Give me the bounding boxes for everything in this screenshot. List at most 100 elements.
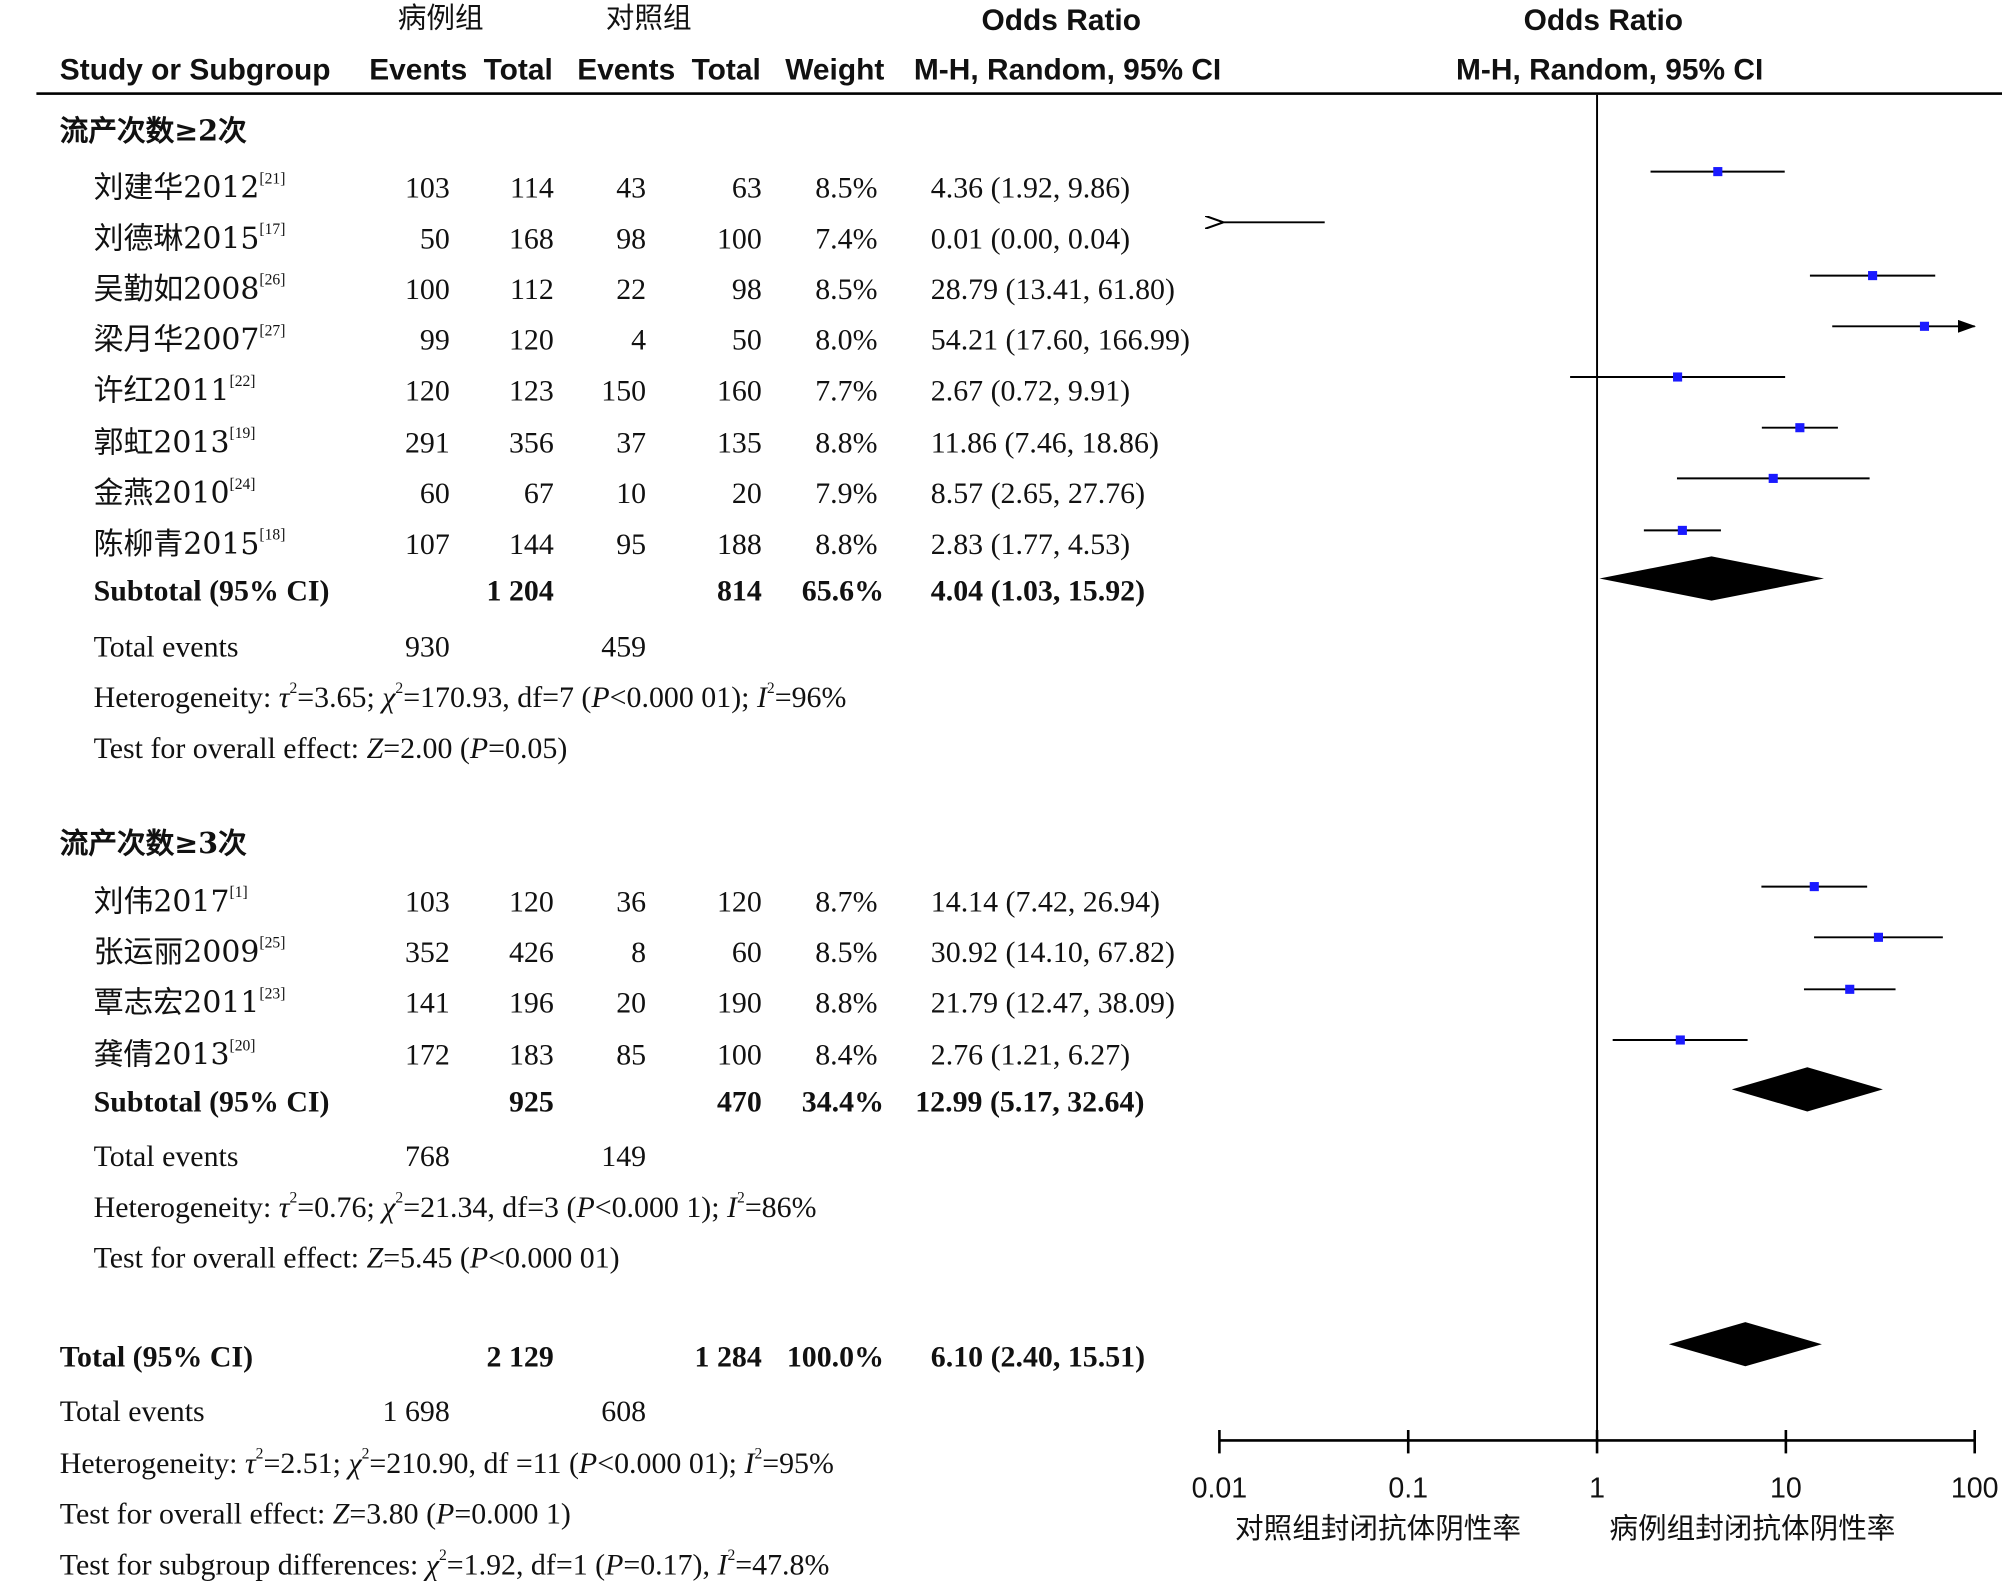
overall-effect-text: Test for overall effect: Z=3.80 (P=0.000…	[60, 1499, 571, 1529]
oe-p-val: <0.000 01)	[488, 1241, 620, 1274]
control-events: 37	[529, 428, 646, 458]
het-i-val: =86%	[744, 1190, 817, 1224]
control-total: 100	[645, 1040, 762, 1070]
control-events: 8	[529, 937, 646, 967]
study-ci-text: 28.79 (13.41, 61.80)	[930, 273, 1175, 306]
sd-sup: 2	[438, 1545, 447, 1564]
study-name: 梁月华2007[27]	[93, 322, 286, 358]
study-name-text: 梁月华2007	[93, 323, 260, 358]
point-estimate	[1768, 473, 1778, 483]
total-events-case: 1 698	[382, 1394, 450, 1428]
case-total: 123	[437, 376, 554, 406]
case-events: 291	[333, 428, 450, 458]
control-total-text: 100	[716, 222, 762, 255]
het-i: I	[727, 1190, 738, 1224]
oe-prefix: Test for overall effect:	[93, 731, 367, 765]
reference-superscript: [19]	[229, 423, 256, 442]
study-name-text: 覃志宏2011	[93, 986, 260, 1021]
subtotal-total1: 925	[508, 1085, 554, 1118]
case-events-text: 60	[419, 477, 450, 510]
het-prefix: Heterogeneity:	[93, 681, 279, 714]
control-events-text: 37	[616, 426, 647, 459]
study-weight: 8.5%	[761, 173, 877, 203]
total-weight: 100.0%	[786, 1340, 884, 1373]
case-total: 120	[437, 887, 554, 917]
het-chi: χ	[348, 1446, 362, 1480]
study-name: 刘伟2017[1]	[94, 884, 248, 918]
study-name: 张运丽2009[25]	[93, 935, 286, 970]
case-total: 183	[437, 1040, 554, 1070]
study-ci-text: 54.21 (17.60, 166.99)	[930, 323, 1190, 357]
case-total: 120	[437, 325, 554, 355]
case-total-text: 120	[508, 323, 554, 357]
subtotal-total2: 470	[716, 1085, 762, 1118]
case-total-text: 144	[508, 527, 554, 561]
point-estimate	[1795, 423, 1805, 433]
het-p-val: <0.000 01);	[609, 681, 757, 714]
total-total2: 1 284	[694, 1340, 762, 1373]
het-sup: 2	[766, 678, 775, 697]
x-axis-tick-label: 100	[1951, 1473, 1999, 1505]
point-estimate	[1673, 372, 1683, 382]
study-ci-text: 8.57 (2.65, 27.76)	[930, 477, 1146, 510]
control-total: 160	[645, 376, 762, 406]
case-events-text: 352	[404, 935, 450, 969]
sd-sup: 2	[727, 1545, 736, 1564]
het-p: P	[576, 1190, 595, 1224]
het-chi: χ	[382, 1190, 396, 1224]
total1-column-header: Total	[483, 52, 553, 86]
point-estimate	[1809, 882, 1819, 892]
oe-p: P	[436, 1497, 455, 1531]
study-weight: 8.8%	[761, 986, 878, 1020]
reference-superscript: [24]	[229, 474, 256, 493]
study-name: 许红2011[22]	[94, 373, 256, 407]
control-events: 36	[529, 887, 646, 917]
events1-column-header: Events	[369, 52, 468, 86]
het-chi-val: =170.93, df=7 (	[403, 681, 592, 714]
oe-z: Z	[366, 731, 384, 765]
study-name: 郭虹2013[19]	[94, 425, 256, 459]
point-estimate	[1868, 271, 1878, 281]
case-events: 141	[333, 988, 450, 1018]
study-ci: 54.21 (17.60, 166.99)	[931, 325, 1190, 355]
case-events: 120	[333, 376, 450, 406]
case-events: 352	[333, 937, 450, 967]
total-events-label: Total events	[93, 1140, 239, 1173]
case-total-text: 67	[523, 477, 554, 510]
het-p: P	[578, 1446, 598, 1480]
study-name-text: 张运丽2009	[93, 935, 260, 970]
het-p-val: <0.000 1);	[594, 1190, 728, 1224]
reference-superscript: [21]	[259, 169, 286, 188]
het-i-val: =95%	[762, 1446, 834, 1480]
case-events-text: 172	[404, 1038, 450, 1072]
oe-prefix: Test for overall effect:	[59, 1497, 333, 1531]
control-total: 188	[645, 529, 762, 559]
study-ci: 28.79 (13.41, 61.80)	[931, 274, 1175, 304]
control-events-text: 4	[631, 323, 647, 357]
control-events: 22	[529, 274, 646, 304]
oe-z: Z	[332, 1497, 350, 1531]
study-weight: 8.7%	[761, 887, 877, 917]
case-total: 196	[437, 988, 554, 1018]
study-weight: 8.8%	[761, 529, 877, 559]
method-plot-header: M-H, Random, 95% CI	[1456, 52, 1764, 86]
total-events-control: 608	[601, 1394, 647, 1428]
study-weight: 8.4%	[761, 1040, 877, 1070]
control-total-text: 120	[716, 885, 762, 918]
study-weight-text: 8.8%	[815, 986, 878, 1020]
total-label: Total (95% CI)	[59, 1340, 254, 1373]
study-name-text: 龚倩2013	[93, 1038, 230, 1073]
control-events-text: 98	[616, 222, 647, 255]
case-total-text: 196	[508, 986, 554, 1020]
case-events-text: 120	[404, 374, 450, 407]
het-sup: 2	[754, 1444, 763, 1463]
het-chi: χ	[382, 681, 396, 714]
x-axis-tick-label: 0.01	[1192, 1473, 1248, 1505]
case-events-text: 99	[419, 323, 450, 357]
control-events: 20	[529, 988, 646, 1018]
het-sup: 2	[255, 1444, 264, 1463]
odds-ratio-plot-header: Odds Ratio	[1523, 2, 1684, 37]
control-events-text: 150	[601, 374, 647, 407]
total-events-case: 768	[404, 1140, 450, 1173]
control-events-text: 95	[616, 527, 647, 561]
